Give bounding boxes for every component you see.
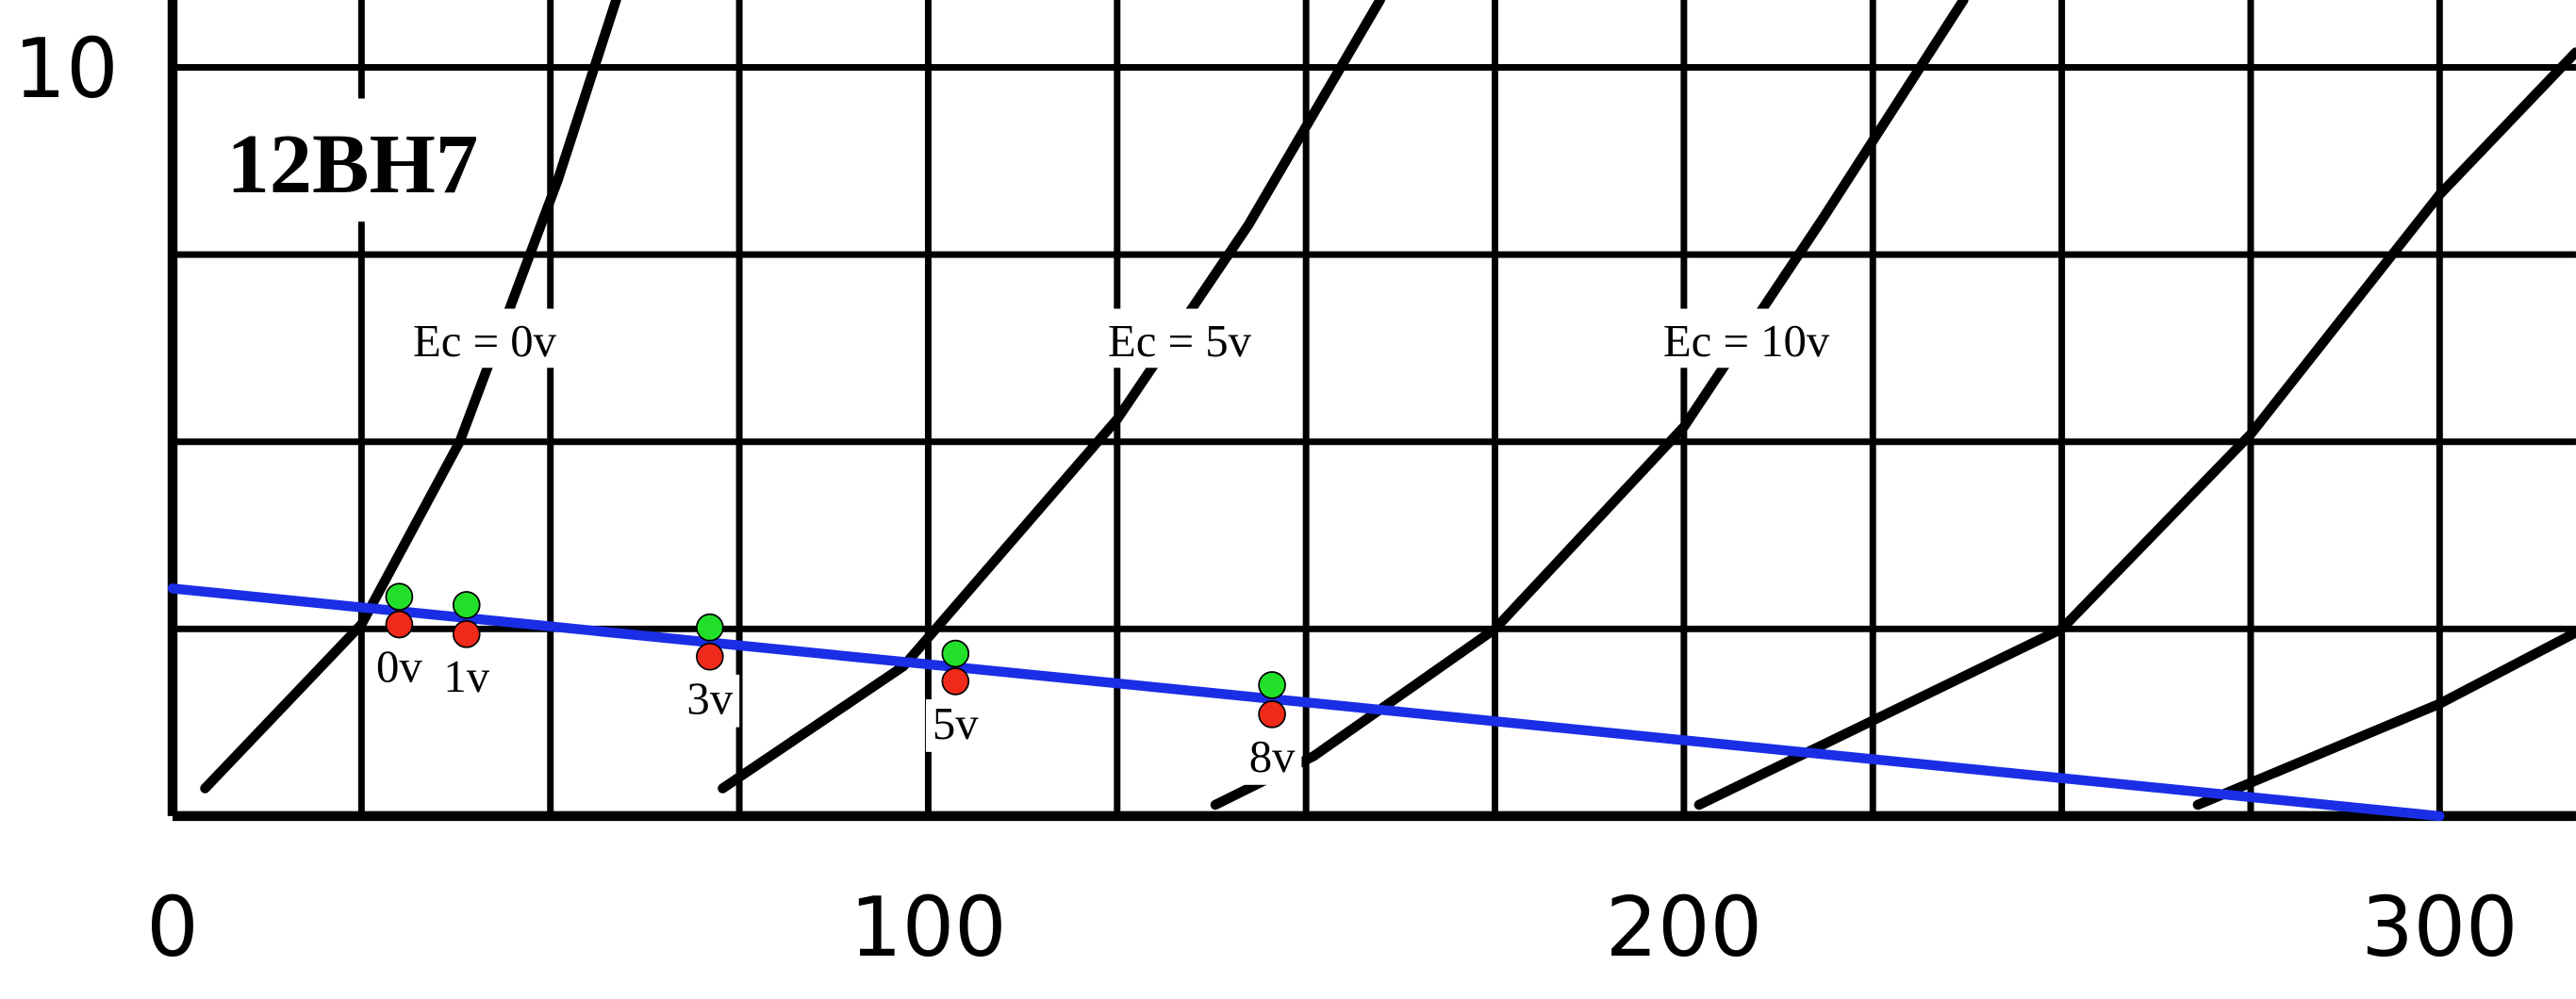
curve [718,0,1385,794]
upper-marker [941,639,970,668]
marker-label-box [1242,732,1302,785]
curve [167,583,2445,822]
lower-marker [696,642,724,671]
curve [1693,47,2576,811]
annotation-box [1089,308,1270,368]
annotation-box [394,308,575,368]
marker-label-box [437,652,497,705]
lower-marker [941,667,970,696]
x-tick-label: 100 [850,879,1006,975]
marker-label: 3v [686,674,733,725]
lower-marker [385,610,414,639]
y-tick-label: 10 [14,21,119,117]
annotation: Ec = 0v [413,316,557,367]
annotation-box [1656,308,1837,368]
marker-label: 5v [933,698,979,749]
marker-label-box [370,642,429,696]
x-tick-label: 0 [146,879,198,975]
upper-marker [696,613,724,642]
marker-label: 0v [376,642,422,693]
lower-marker [452,620,481,648]
upper-marker [1258,671,1286,699]
x-tick-label: 300 [2361,879,2518,975]
title-box [213,98,510,222]
upper-marker [452,591,481,619]
marker-label: 8v [1249,731,1296,782]
annotation: Ec = 10v [1663,316,1830,367]
upper-marker [385,582,414,611]
curve [2192,628,2576,811]
marker-label: 1v [443,651,489,702]
marker-label-box [680,674,740,728]
lower-marker [1258,700,1286,729]
marker-label-box [925,699,985,752]
chart-title: 12BH7 [226,116,478,211]
curve [200,0,621,794]
x-tick-label: 200 [1606,879,1762,975]
annotation: Ec = 5v [1108,316,1252,367]
